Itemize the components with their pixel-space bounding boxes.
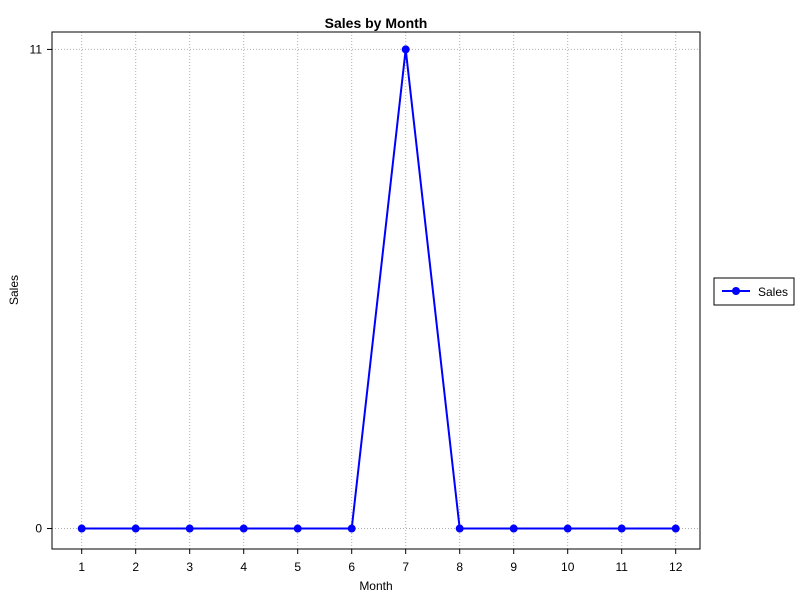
x-tick-label: 7 xyxy=(402,560,409,574)
y-tick-label: 0 xyxy=(35,522,42,536)
plot-frame xyxy=(51,31,701,550)
data-point xyxy=(401,45,410,54)
x-tick-label: 6 xyxy=(348,560,355,574)
x-tick-label: 9 xyxy=(510,560,517,574)
x-tick-label: 3 xyxy=(186,560,193,574)
x-tick-label: 4 xyxy=(240,560,247,574)
data-point xyxy=(239,524,248,533)
x-tick-label: 2 xyxy=(132,560,139,574)
x-tick-label: 10 xyxy=(561,560,575,574)
y-axis-label: Sales xyxy=(7,275,21,305)
grid xyxy=(52,32,700,549)
data-point xyxy=(455,524,464,533)
x-tick-label: 8 xyxy=(456,560,463,574)
data-point xyxy=(671,524,680,533)
data-point xyxy=(131,524,140,533)
x-axis-label: Month xyxy=(359,579,392,593)
data-point xyxy=(347,524,356,533)
data-point xyxy=(617,524,626,533)
series-layer xyxy=(77,45,680,533)
y-tick-label: 11 xyxy=(30,42,43,56)
legend: Sales xyxy=(713,277,795,306)
legend-marker-sales xyxy=(732,287,740,295)
x-tick-label: 12 xyxy=(669,560,683,574)
data-point xyxy=(77,524,86,533)
data-point xyxy=(293,524,302,533)
chart-title: Sales by Month xyxy=(325,15,428,31)
series-line-sales xyxy=(81,49,676,530)
legend-label-sales: Sales xyxy=(758,285,788,299)
x-tick-label: 5 xyxy=(294,560,301,574)
x-tick-label: 11 xyxy=(615,560,628,574)
x-tick-label: 1 xyxy=(78,560,85,574)
data-point xyxy=(563,524,572,533)
data-point xyxy=(509,524,518,533)
data-point xyxy=(185,524,194,533)
